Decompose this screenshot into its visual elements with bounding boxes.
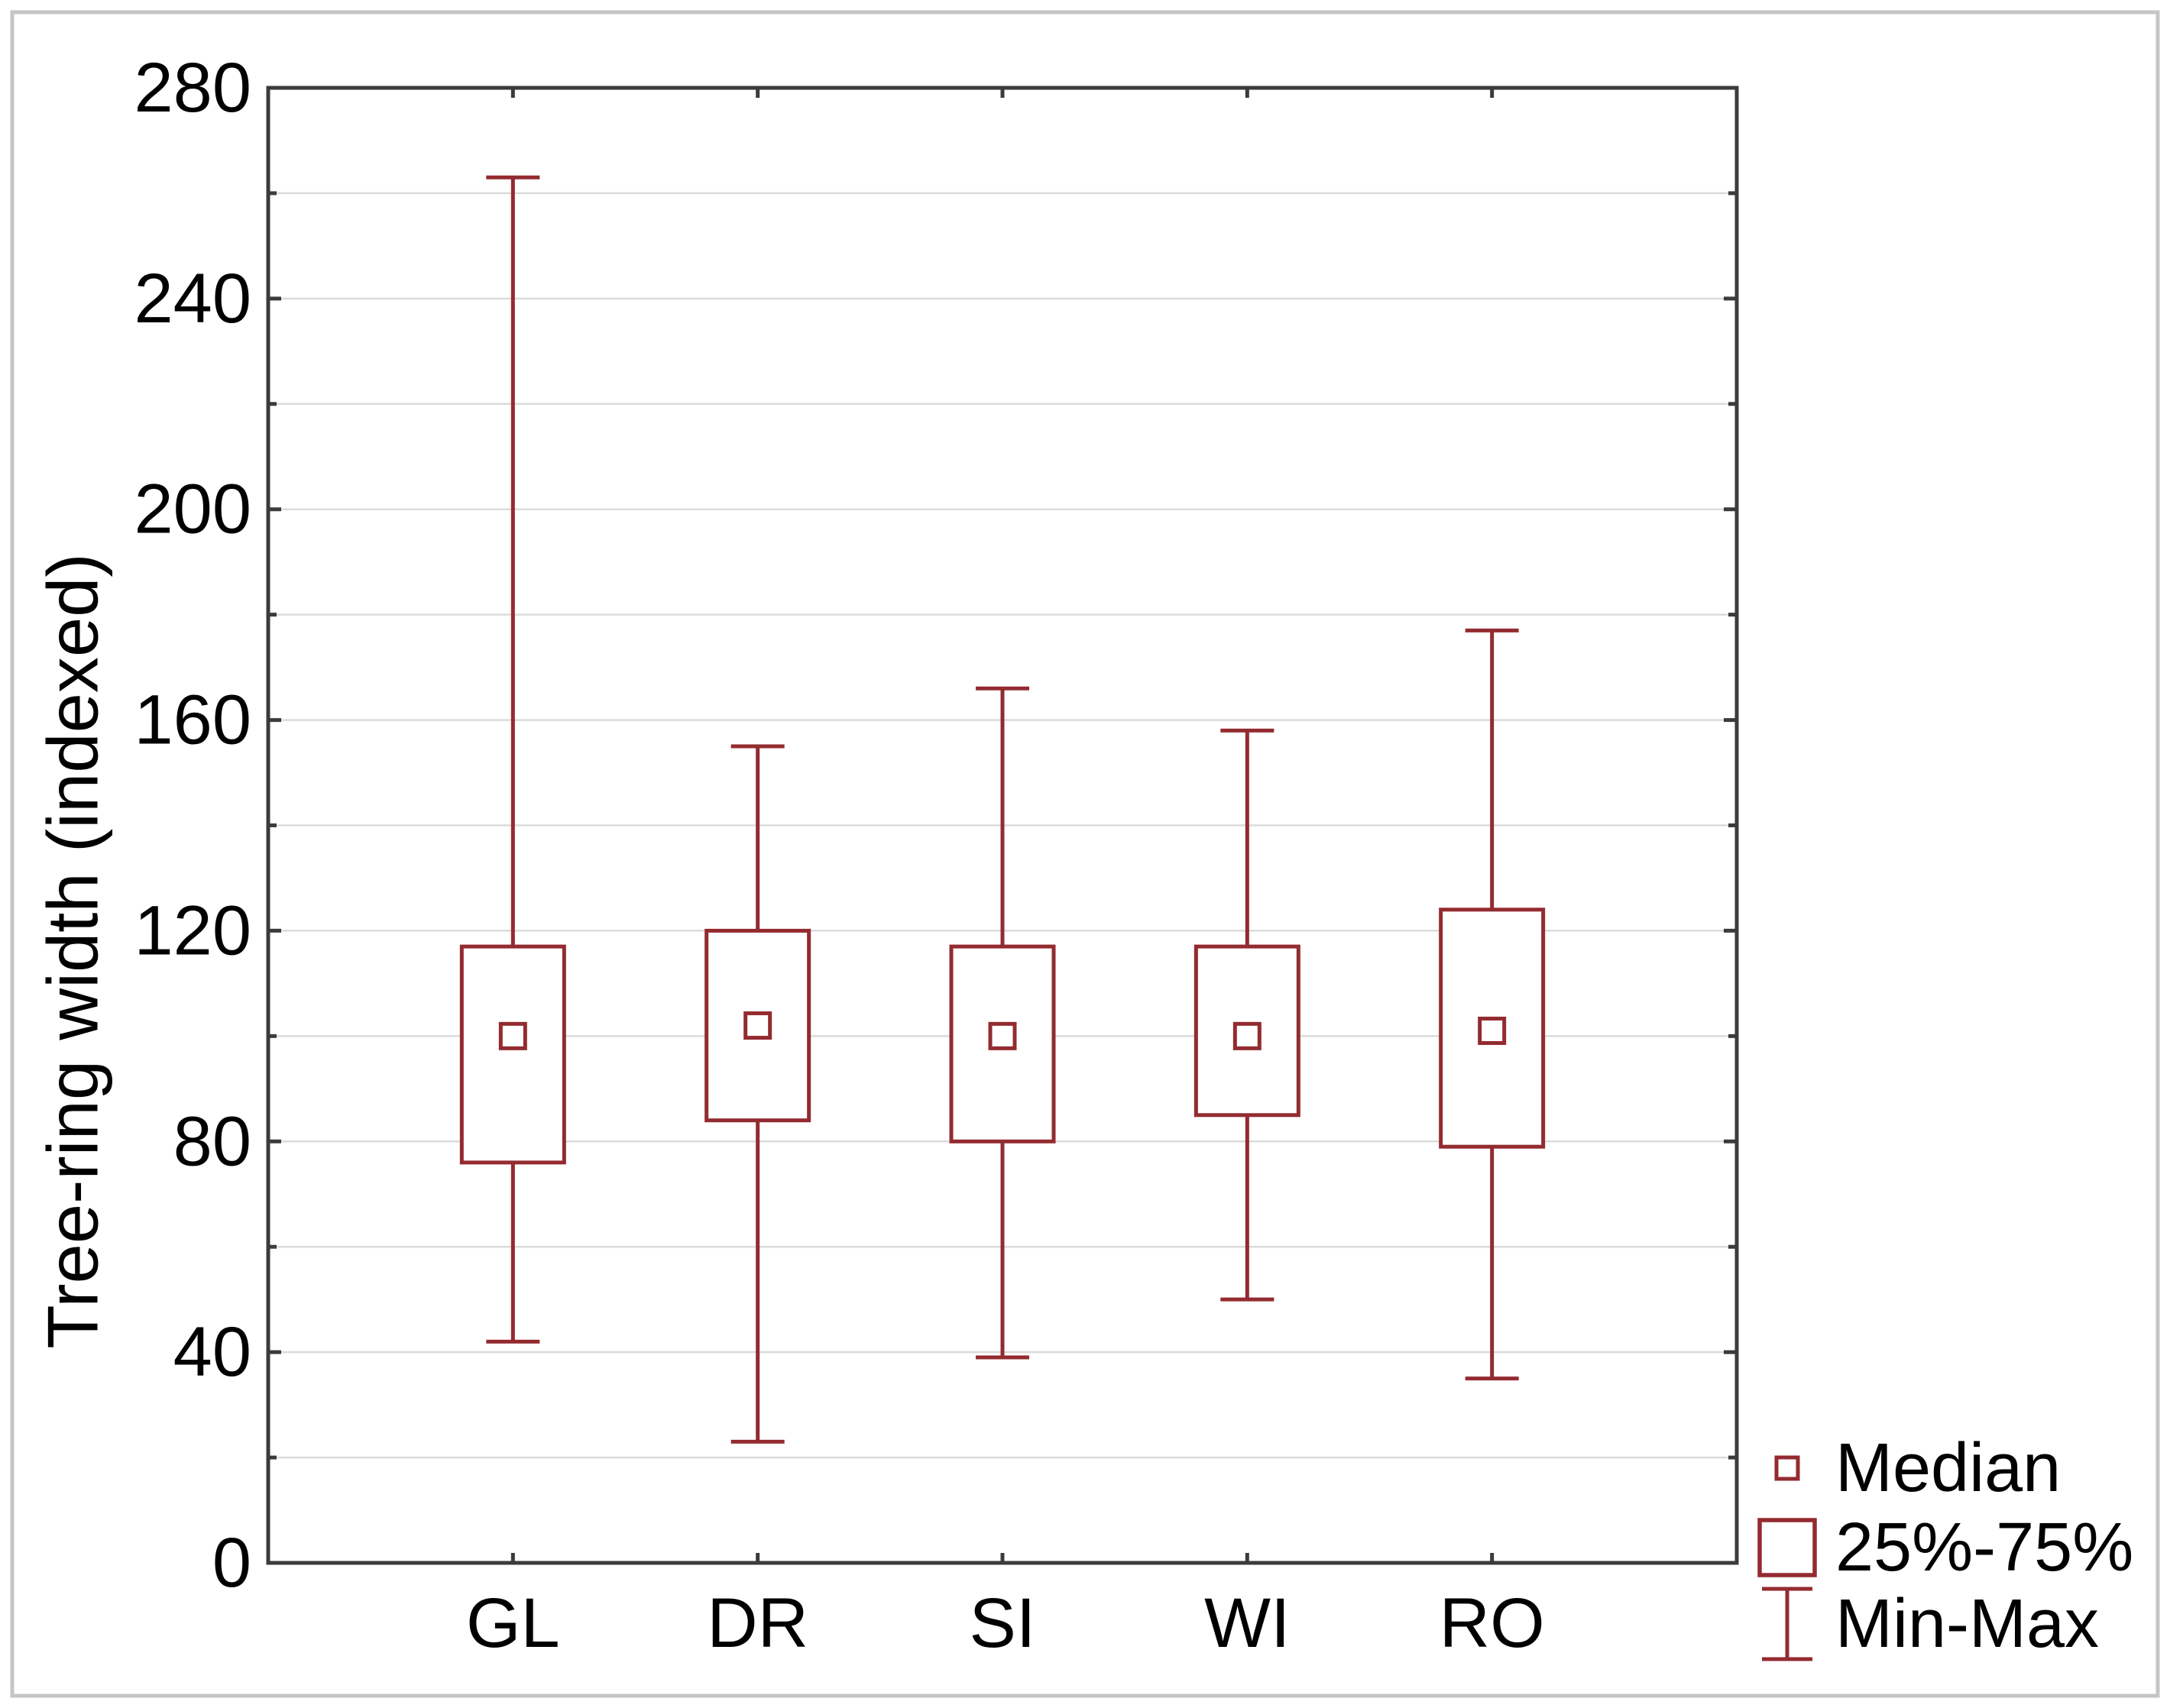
boxplot-series — [459, 175, 1546, 1444]
legend-label: Min-Max — [1835, 1586, 2099, 1662]
outer-border — [10, 10, 2160, 1698]
y-axis-title: Tree-ring width (indexed) — [33, 553, 113, 1348]
x-tick-labels: GL DR SI WI RO — [466, 1584, 1545, 1662]
median-marker — [1478, 1016, 1507, 1045]
x-tick-label-DR: DR — [707, 1584, 808, 1662]
legend-label: 25%-75% — [1835, 1509, 2133, 1586]
box-plot-SI — [949, 686, 1056, 1360]
min-max-whisker-icon — [1762, 1587, 1812, 1661]
x-tick-label-SI: SI — [970, 1584, 1036, 1662]
y-tick-label: 80 — [173, 1102, 251, 1180]
axis-ticks — [268, 88, 1737, 1563]
box-plot-GL — [459, 175, 566, 1344]
y-tick-label: 280 — [134, 49, 252, 127]
median-square-icon — [1774, 1455, 1800, 1481]
iqr-box — [1439, 907, 1546, 1149]
y-tick-label: 120 — [134, 891, 252, 969]
legend-item-minmax: Min-Max — [1762, 1586, 2099, 1662]
iqr-box — [459, 944, 566, 1165]
box-plot-RO — [1439, 628, 1546, 1381]
y-tick-label: 40 — [173, 1313, 251, 1391]
y-tick-labels: 0 40 80 120 160 200 240 280 — [134, 49, 252, 1602]
box-plot-WI — [1194, 728, 1300, 1302]
median-marker — [498, 1021, 527, 1050]
x-tick-label-GL: GL — [466, 1584, 560, 1662]
box-plot-DR — [704, 744, 811, 1444]
x-tick-label-RO: RO — [1440, 1584, 1545, 1662]
y-tick-label: 200 — [134, 471, 252, 548]
y-tick-label: 160 — [134, 681, 252, 759]
median-marker — [1232, 1021, 1262, 1050]
y-tick-label: 240 — [134, 260, 252, 338]
median-marker — [743, 1011, 772, 1040]
legend-item-iqr: 25%-75% — [1757, 1509, 2133, 1586]
legend-label: Median — [1835, 1430, 2061, 1506]
y-tick-label: 0 — [212, 1524, 251, 1602]
legend-item-median: Median — [1774, 1430, 2061, 1506]
x-tick-label-WI: WI — [1204, 1584, 1290, 1662]
median-marker — [988, 1021, 1017, 1050]
iqr-box-icon — [1757, 1518, 1817, 1577]
